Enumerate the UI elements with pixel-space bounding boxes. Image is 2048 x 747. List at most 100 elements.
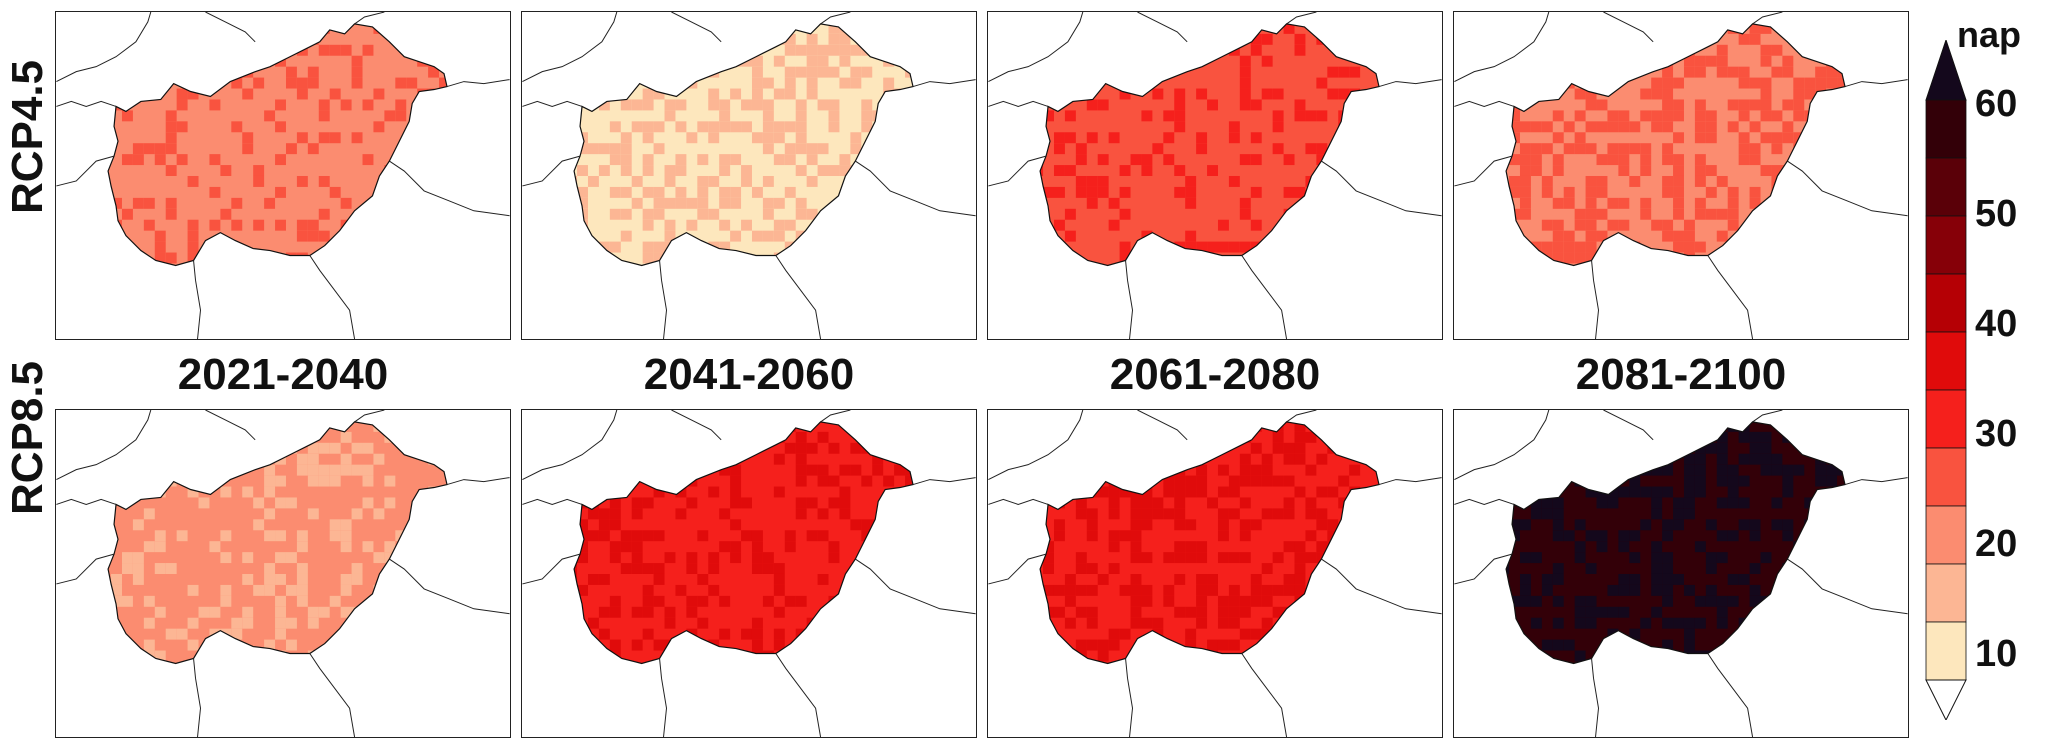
map-panel-RCP85-2061-2080 — [987, 409, 1443, 738]
neighbor-border-line — [354, 410, 385, 423]
neighbor-border-line — [56, 100, 117, 107]
neighbor-border-line — [1241, 653, 1288, 737]
neighbor-border-line — [205, 410, 256, 441]
colorbar-tick-40: 40 — [1975, 303, 2018, 345]
colorbar-bin-10-15 — [1925, 621, 1967, 681]
neighbor-border-line — [446, 477, 510, 486]
neighbor-border-line — [1752, 12, 1783, 25]
map-svg — [522, 410, 976, 737]
neighbor-border-line — [988, 410, 1084, 481]
neighbor-border-line — [389, 160, 510, 217]
neighbor-border-line — [1707, 653, 1754, 737]
neighbor-border-line — [1286, 12, 1317, 25]
map-field — [1040, 23, 1379, 266]
neighbor-border-line — [1241, 255, 1288, 339]
neighbor-border-line — [912, 79, 976, 88]
country-outline — [1505, 23, 1846, 267]
neighbor-border-line — [56, 410, 152, 481]
neighbor-border-line — [309, 255, 356, 339]
neighbor-border-line — [1378, 477, 1442, 486]
neighbor-border-line — [1454, 12, 1550, 83]
country-outline — [1039, 421, 1380, 665]
map-field — [1506, 23, 1845, 266]
neighbor-border-line — [659, 260, 668, 339]
colorbar-bin-55-60 — [1925, 99, 1967, 159]
period-label-2081-2100: 2081-2100 — [1575, 350, 1787, 399]
period-label-2061-2080: 2061-2080 — [1109, 350, 1321, 399]
neighbor-border-line — [988, 553, 1047, 585]
neighbor-border-line — [354, 12, 385, 25]
neighbor-border-line — [1454, 553, 1513, 585]
map-panel-RCP45-2021-2040 — [55, 11, 511, 340]
neighbor-border-line — [775, 255, 822, 339]
colorbar-unit-label: nap — [1957, 14, 2022, 55]
neighbor-border-line — [193, 658, 202, 737]
neighbor-border-line — [1603, 410, 1654, 441]
neighbor-border-line — [820, 410, 851, 423]
neighbor-border-line — [1137, 410, 1188, 441]
colorbar-tick-20: 20 — [1975, 523, 2018, 565]
map-field — [1506, 421, 1845, 664]
neighbor-border-line — [1137, 12, 1188, 43]
neighbor-border-line — [205, 12, 256, 43]
period-label-2041-2060: 2041-2060 — [643, 350, 855, 399]
neighbor-border-line — [1378, 79, 1442, 88]
neighbor-border-line — [671, 12, 722, 43]
colorbar-bin-30-35 — [1925, 389, 1967, 449]
map-svg — [522, 12, 976, 339]
neighbor-border-line — [522, 100, 583, 107]
colorbar-bin-35-40 — [1925, 331, 1967, 391]
colorbar-tick-60: 60 — [1975, 83, 2018, 125]
map-panel-RCP45-2081-2100 — [1453, 11, 1909, 340]
neighbor-border-line — [1707, 255, 1754, 339]
neighbor-border-line — [446, 79, 510, 88]
map-field — [574, 421, 913, 664]
neighbor-border-line — [1125, 658, 1134, 737]
neighbor-border-line — [1787, 558, 1908, 615]
map-field — [1040, 421, 1379, 664]
map-panel-RCP85-2041-2060 — [521, 409, 977, 738]
map-field — [108, 23, 447, 266]
country-outline — [1505, 421, 1846, 665]
neighbor-border-line — [1454, 100, 1515, 107]
country-outline — [1039, 23, 1380, 267]
map-panel-RCP85-2081-2100 — [1453, 409, 1909, 738]
neighbor-border-line — [659, 658, 668, 737]
neighbor-border-line — [1603, 12, 1654, 43]
neighbor-border-line — [1454, 155, 1513, 187]
map-panel-RCP85-2021-2040 — [55, 409, 511, 738]
neighbor-border-line — [1286, 410, 1317, 423]
colorbar — [1925, 38, 1967, 722]
neighbor-border-line — [522, 12, 618, 83]
neighbor-border-line — [522, 410, 618, 481]
neighbor-border-line — [389, 558, 510, 615]
neighbor-border-line — [1591, 658, 1600, 737]
neighbor-border-line — [855, 558, 976, 615]
map-svg — [1454, 410, 1908, 737]
colorbar-graphic — [1925, 38, 1967, 722]
neighbor-border-line — [1844, 79, 1908, 88]
neighbor-border-line — [1454, 410, 1550, 481]
map-svg — [988, 12, 1442, 339]
neighbor-border-line — [522, 498, 583, 505]
map-field — [108, 421, 447, 664]
neighbor-border-line — [1787, 160, 1908, 217]
neighbor-border-line — [522, 155, 581, 187]
neighbor-border-line — [56, 12, 152, 83]
colorbar-bin-25-30 — [1925, 447, 1967, 507]
country-outline — [107, 23, 448, 267]
period-label-2021-2040: 2021-2040 — [177, 350, 389, 399]
neighbor-border-line — [988, 12, 1084, 83]
neighbor-border-line — [1752, 410, 1783, 423]
neighbor-border-line — [855, 160, 976, 217]
neighbor-border-line — [988, 100, 1049, 107]
neighbor-border-line — [912, 477, 976, 486]
neighbor-border-line — [1321, 558, 1442, 615]
map-svg — [56, 410, 510, 737]
map-svg — [988, 410, 1442, 737]
colorbar-under-triangle — [1925, 679, 1967, 722]
neighbor-border-line — [1591, 260, 1600, 339]
colorbar-tick-30: 30 — [1975, 413, 2018, 455]
colorbar-bin-50-55 — [1925, 157, 1967, 217]
colorbar-tick-10: 10 — [1975, 633, 2018, 675]
